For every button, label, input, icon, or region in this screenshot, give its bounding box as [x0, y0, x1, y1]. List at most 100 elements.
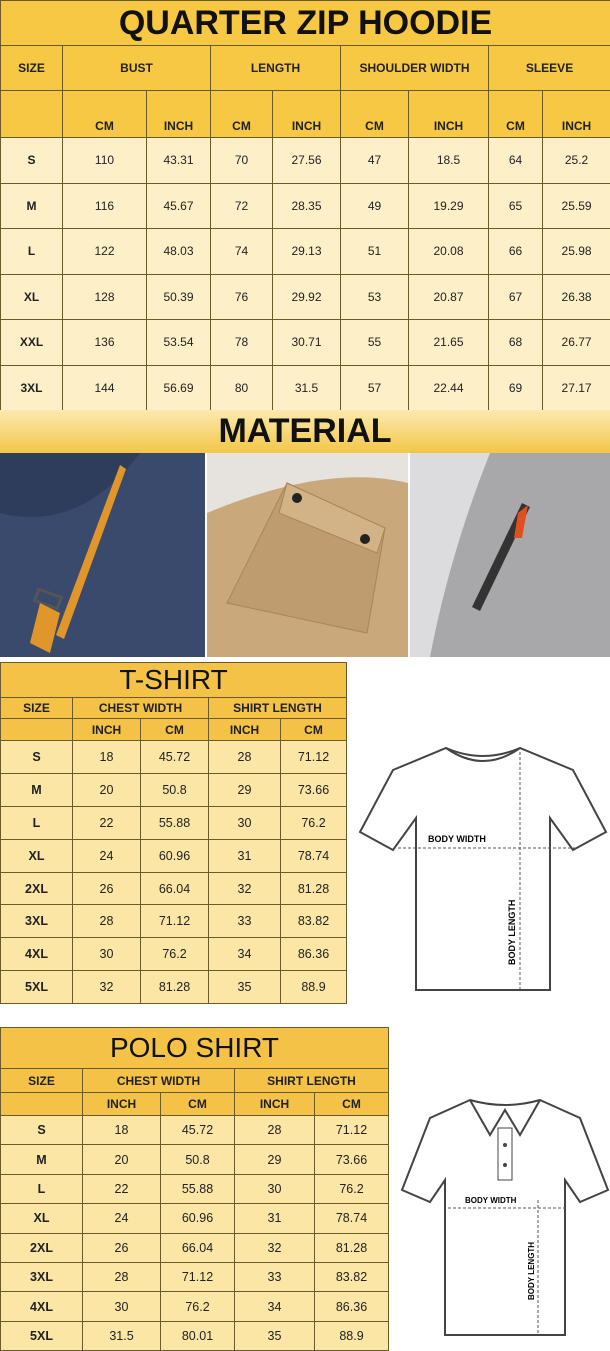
column-group-header: CHEST WIDTH — [83, 1069, 235, 1093]
table-cell: 86.36 — [281, 938, 347, 971]
empty-header-cell — [1, 91, 63, 138]
table-title: QUARTER ZIP HOODIE — [1, 1, 610, 46]
unit-header: INCH — [73, 719, 141, 741]
table-cell: 45.72 — [141, 741, 209, 774]
unit-header: INCH — [147, 91, 211, 138]
table-cell: 136 — [63, 320, 147, 366]
unit-header: INCH — [273, 91, 341, 138]
size-cell: XL — [1, 1204, 83, 1233]
size-cell: 5XL — [1, 971, 73, 1004]
table-cell: 50.39 — [147, 274, 211, 320]
table-cell: 65 — [489, 183, 543, 229]
table-cell: 18.5 — [409, 138, 489, 184]
table-cell: 51 — [341, 229, 409, 275]
table-cell: 71.12 — [315, 1116, 389, 1145]
table-cell: 20.87 — [409, 274, 489, 320]
table-cell: 30.71 — [273, 320, 341, 366]
table-cell: 67 — [489, 274, 543, 320]
unit-header: CM — [341, 91, 409, 138]
table-cell: 81.28 — [281, 872, 347, 905]
table-cell: 49 — [341, 183, 409, 229]
table-cell: 30 — [83, 1292, 161, 1321]
table-cell: 76.2 — [315, 1174, 389, 1203]
body-width-label: BODY WIDTH — [428, 834, 486, 844]
table-cell: 83.82 — [315, 1262, 389, 1291]
navy-pocket-zipper-photo — [0, 453, 205, 657]
table-cell: 31.5 — [83, 1321, 161, 1350]
table-cell: 55.88 — [141, 806, 209, 839]
table-cell: 26 — [73, 872, 141, 905]
table-cell: 31.5 — [273, 365, 341, 411]
table-cell: 81.28 — [141, 971, 209, 1004]
table-cell: 66.04 — [161, 1233, 235, 1262]
empty-header-cell — [1, 1093, 83, 1116]
table-cell: 20 — [73, 773, 141, 806]
body-length-label: BODY LENGTH — [527, 1242, 536, 1300]
table-cell: 144 — [63, 365, 147, 411]
table-cell: 71.12 — [161, 1262, 235, 1291]
table-cell: 80 — [211, 365, 273, 411]
table-cell: 20.08 — [409, 229, 489, 275]
table-cell: 31 — [209, 839, 281, 872]
table-title: T-SHIRT — [1, 663, 347, 698]
table-cell: 53.54 — [147, 320, 211, 366]
table-cell: 28.35 — [273, 183, 341, 229]
table-cell: 71.12 — [281, 741, 347, 774]
table-cell: 35 — [235, 1321, 315, 1350]
table-cell: 80.01 — [161, 1321, 235, 1350]
table-cell: 33 — [235, 1262, 315, 1291]
size-cell: 2XL — [1, 872, 73, 905]
unit-header: CM — [161, 1093, 235, 1116]
table-cell: 64 — [489, 138, 543, 184]
table-cell: 76.2 — [281, 806, 347, 839]
size-cell: S — [1, 1116, 83, 1145]
table-cell: 60.96 — [161, 1204, 235, 1233]
table-cell: 28 — [235, 1116, 315, 1145]
empty-header-cell — [1, 719, 73, 741]
table-cell: 88.9 — [315, 1321, 389, 1350]
table-cell: 45.67 — [147, 183, 211, 229]
table-cell: 88.9 — [281, 971, 347, 1004]
table-cell: 26.38 — [543, 274, 610, 320]
table-cell: 21.65 — [409, 320, 489, 366]
table-cell: 29.13 — [273, 229, 341, 275]
table-cell: 24 — [83, 1204, 161, 1233]
table-cell: 76 — [211, 274, 273, 320]
size-cell: L — [1, 1174, 83, 1203]
table-cell: 72 — [211, 183, 273, 229]
table-cell: 32 — [209, 872, 281, 905]
body-length-label: BODY LENGTH — [507, 900, 517, 965]
size-cell: 3XL — [1, 365, 63, 411]
table-cell: 18 — [83, 1116, 161, 1145]
table-cell: 48.03 — [147, 229, 211, 275]
unit-header: CM — [63, 91, 147, 138]
table-cell: 32 — [73, 971, 141, 1004]
table-cell: 34 — [209, 938, 281, 971]
size-cell: 2XL — [1, 1233, 83, 1262]
table-cell: 35 — [209, 971, 281, 1004]
table-cell: 76.2 — [141, 938, 209, 971]
size-cell: 4XL — [1, 938, 73, 971]
table-cell: 32 — [235, 1233, 315, 1262]
table-cell: 31 — [235, 1204, 315, 1233]
table-cell: 28 — [73, 905, 141, 938]
table-cell: 76.2 — [161, 1292, 235, 1321]
table-cell: 26.77 — [543, 320, 610, 366]
table-cell: 27.17 — [543, 365, 610, 411]
khaki-flap-pocket-photo — [207, 453, 408, 657]
table-cell: 56.69 — [147, 365, 211, 411]
